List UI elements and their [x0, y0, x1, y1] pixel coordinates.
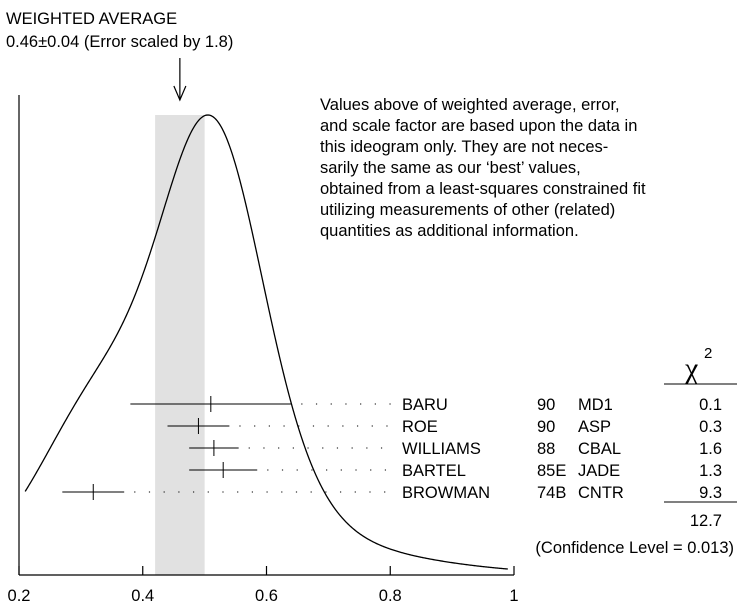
note-line: and scale factor are based upon the data… — [320, 117, 637, 135]
year-label: 85E — [537, 462, 566, 480]
note-line: sarily the same as our ‘best’ values, — [320, 159, 581, 177]
measurement-row: BARU 90 MD1 0.1 — [130, 396, 722, 414]
note-line: quantities as additional information. — [320, 222, 579, 240]
x-tick-label: 0.2 — [8, 587, 31, 605]
weighted-average-band — [155, 115, 205, 575]
chi2-value: 9.3 — [699, 484, 722, 502]
author-label: BARTEL — [402, 462, 466, 480]
experiment-label: CNTR — [578, 484, 624, 502]
chi2-total: 12.7 — [690, 512, 722, 530]
chart-subtitle: 0.46±0.04 (Error scaled by 1.8) — [6, 33, 233, 51]
experiment-label: MD1 — [578, 396, 613, 414]
x-tick-label: 0.8 — [379, 587, 402, 605]
year-label: 88 — [537, 440, 555, 458]
x-tick-label: 1 — [509, 587, 518, 605]
chi2-value: 0.3 — [699, 418, 722, 436]
experiment-label: JADE — [578, 462, 620, 480]
measurement-row: BROWMAN 74B CNTR 9.3 — [62, 484, 722, 502]
measurement-rows: BARU 90 MD1 0.1 ROE 90 ASP 0.3 WILLIAMS 88 CBAL 1.6… — [62, 396, 722, 502]
measurement-row: ROE 90 ASP 0.3 — [167, 418, 722, 436]
note-line: utilizing measurements of other (related… — [320, 201, 615, 219]
note-paragraph: Values above of weighted average, error,… — [320, 96, 650, 240]
chi2-header: χ — [684, 352, 699, 385]
chart-title: WEIGHTED AVERAGE — [6, 10, 177, 28]
x-tick-label: 0.6 — [255, 587, 278, 605]
experiment-label: ASP — [578, 418, 611, 436]
note-line: obtained from a least-squares constraine… — [320, 180, 646, 198]
year-label: 90 — [537, 418, 555, 436]
average-arrow-icon — [173, 58, 187, 102]
author-label: WILLIAMS — [402, 440, 481, 458]
author-label: ROE — [402, 418, 438, 436]
chi2-value: 1.3 — [699, 462, 722, 480]
ideogram-curve — [24, 114, 508, 570]
x-axis-ticks: 0.2 0.4 0.6 0.8 1 — [8, 566, 519, 605]
year-label: 74B — [537, 484, 566, 502]
chi2-value: 1.6 — [699, 440, 722, 458]
year-label: 90 — [537, 396, 555, 414]
confidence-level: (Confidence Level = 0.013) — [535, 539, 734, 557]
note-line: Values above of weighted average, error, — [320, 96, 620, 114]
author-label: BARU — [402, 396, 448, 414]
experiment-label: CBAL — [578, 440, 621, 458]
measurement-row: BARTEL 85E JADE 1.3 — [189, 462, 722, 480]
note-line: this ideogram only. They are not neces- — [320, 138, 608, 156]
author-label: BROWMAN — [402, 484, 490, 502]
measurement-row: WILLIAMS 88 CBAL 1.6 — [189, 440, 722, 458]
x-tick-label: 0.4 — [131, 587, 154, 605]
chi2-header-superscript: 2 — [704, 345, 712, 362]
chi2-value: 0.1 — [699, 396, 722, 414]
